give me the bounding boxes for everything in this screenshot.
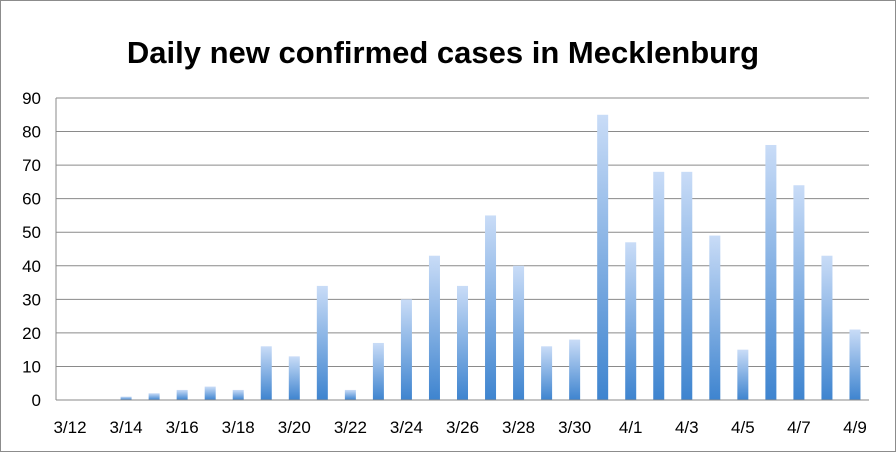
y-tick-label: 20 — [22, 324, 41, 343]
bar-3/26 — [457, 285, 468, 400]
bar-3/15 — [148, 393, 160, 400]
x-axis-ticks: 3/12 3/14 3/16 3/18 3/20 3/22 3/24 3/26 3/28 3/30… — [53, 418, 866, 437]
x-tick-label: 4/9 — [843, 418, 867, 437]
bar-4/9 — [849, 329, 861, 400]
x-tick-label: 4/7 — [787, 418, 811, 437]
bar-3/27 — [485, 215, 497, 400]
bar-3/16 — [176, 389, 188, 400]
y-tick-label: 70 — [22, 156, 41, 175]
x-tick-label: 3/24 — [390, 418, 423, 437]
bar-4/7 — [793, 185, 805, 400]
bar-3/25 — [428, 255, 440, 400]
x-tick-label: 4/1 — [619, 418, 643, 437]
y-tick-label: 10 — [22, 357, 41, 376]
bars — [120, 114, 861, 401]
x-tick-label: 3/28 — [502, 418, 535, 437]
bar-3/23 — [372, 342, 384, 400]
bar-3/28 — [513, 265, 525, 400]
bar-3/21 — [316, 285, 328, 400]
x-tick-label: 3/22 — [334, 418, 367, 437]
x-tick-label: 4/5 — [731, 418, 755, 437]
x-tick-label: 3/14 — [110, 418, 143, 437]
x-tick-label: 4/3 — [675, 418, 699, 437]
x-tick-label: 3/20 — [278, 418, 311, 437]
x-tick-label: 3/30 — [558, 418, 591, 437]
y-tick-label: 30 — [22, 290, 41, 309]
bar-4/5 — [737, 349, 749, 400]
y-tick-label: 80 — [22, 123, 41, 142]
bar-3/30 — [569, 339, 581, 400]
y-tick-label: 90 — [22, 89, 41, 108]
y-tick-label: 40 — [22, 257, 41, 276]
bar-3/29 — [541, 346, 553, 400]
bar-4/6 — [765, 144, 777, 400]
bar-4/2 — [653, 171, 665, 400]
bar-3/20 — [288, 356, 300, 400]
bar-3/19 — [260, 346, 272, 400]
x-tick-label: 3/12 — [53, 418, 86, 437]
bar-4/4 — [709, 235, 721, 400]
x-tick-label: 3/16 — [166, 418, 199, 437]
bar-3/14 — [120, 396, 132, 400]
bar-3/18 — [232, 389, 244, 400]
bar-3/24 — [400, 299, 412, 400]
y-axis-ticks: 0 10 20 30 40 50 60 70 80 90 — [22, 89, 41, 410]
y-tick-label: 50 — [22, 223, 41, 242]
bar-3/31 — [597, 114, 609, 401]
x-tick-label: 3/18 — [222, 418, 255, 437]
axes — [55, 98, 869, 401]
y-tick-label: 60 — [22, 190, 41, 209]
bar-3/22 — [344, 389, 356, 400]
gridlines — [56, 97, 869, 367]
bar-4/8 — [821, 255, 833, 400]
bar-4/3 — [681, 171, 693, 400]
bar-4/1 — [625, 242, 637, 400]
x-tick-label: 3/26 — [446, 418, 479, 437]
y-tick-label: 0 — [32, 391, 41, 410]
chart-title: Daily new confirmed cases in Mecklenburg — [127, 35, 759, 70]
bar-3/17 — [204, 386, 216, 400]
